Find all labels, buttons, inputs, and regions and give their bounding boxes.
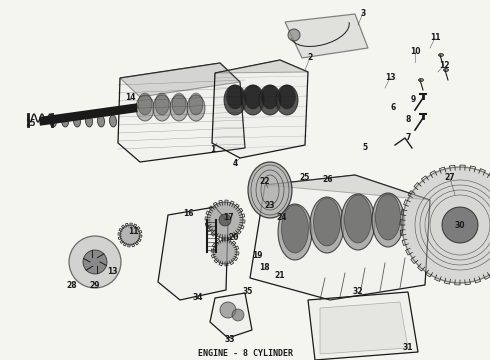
Circle shape	[207, 202, 243, 238]
Text: 24: 24	[277, 213, 287, 222]
Text: 4: 4	[232, 158, 238, 167]
Ellipse shape	[242, 85, 264, 115]
Polygon shape	[285, 14, 368, 58]
Ellipse shape	[344, 195, 371, 243]
Ellipse shape	[372, 193, 404, 247]
Circle shape	[288, 29, 300, 41]
Circle shape	[120, 225, 140, 245]
Ellipse shape	[259, 85, 281, 115]
Text: 11: 11	[128, 228, 138, 237]
Ellipse shape	[439, 54, 443, 57]
Text: 17: 17	[222, 213, 233, 222]
Text: 29: 29	[90, 282, 100, 291]
Text: 27: 27	[445, 174, 455, 183]
Text: 14: 14	[125, 94, 135, 103]
Ellipse shape	[276, 85, 298, 115]
Ellipse shape	[136, 95, 154, 121]
Text: 8: 8	[405, 116, 411, 125]
Text: 5: 5	[363, 144, 368, 153]
Text: 22: 22	[260, 177, 270, 186]
Text: 12: 12	[439, 60, 449, 69]
Ellipse shape	[314, 198, 341, 246]
Circle shape	[232, 309, 244, 321]
Ellipse shape	[85, 115, 93, 127]
Circle shape	[402, 167, 490, 283]
Text: 28: 28	[67, 280, 77, 289]
Ellipse shape	[278, 85, 295, 109]
Ellipse shape	[375, 194, 400, 240]
Text: 1: 1	[210, 145, 216, 154]
Text: 30: 30	[455, 220, 465, 230]
Text: 15: 15	[25, 120, 35, 129]
Polygon shape	[215, 60, 308, 73]
Ellipse shape	[418, 78, 423, 81]
Polygon shape	[120, 63, 240, 97]
Circle shape	[442, 207, 478, 243]
Text: ENGINE - 8 CYLINDER: ENGINE - 8 CYLINDER	[197, 348, 293, 357]
Circle shape	[220, 302, 236, 318]
Ellipse shape	[281, 205, 309, 253]
Ellipse shape	[189, 93, 203, 115]
Text: 7: 7	[405, 134, 411, 143]
Ellipse shape	[245, 85, 262, 109]
Ellipse shape	[170, 95, 188, 121]
Text: 21: 21	[275, 270, 285, 279]
Text: 11: 11	[430, 33, 440, 42]
Ellipse shape	[49, 115, 56, 127]
Text: 35: 35	[243, 287, 253, 296]
Polygon shape	[320, 302, 408, 354]
Circle shape	[219, 214, 231, 226]
Ellipse shape	[341, 194, 375, 250]
Polygon shape	[308, 292, 418, 360]
Text: 32: 32	[353, 288, 363, 297]
Circle shape	[69, 236, 121, 288]
Ellipse shape	[172, 93, 186, 115]
Ellipse shape	[443, 68, 448, 72]
Polygon shape	[118, 63, 245, 162]
Circle shape	[83, 250, 107, 274]
Text: 3: 3	[360, 9, 366, 18]
Ellipse shape	[310, 197, 344, 253]
Text: 6: 6	[391, 104, 395, 112]
Ellipse shape	[262, 85, 278, 109]
Polygon shape	[210, 293, 252, 338]
Ellipse shape	[109, 115, 117, 127]
Ellipse shape	[187, 95, 205, 121]
Text: 18: 18	[259, 264, 270, 273]
Text: 13: 13	[107, 267, 117, 276]
Ellipse shape	[153, 95, 171, 121]
Ellipse shape	[98, 115, 104, 127]
Polygon shape	[158, 207, 228, 300]
Text: 31: 31	[403, 343, 413, 352]
Text: 33: 33	[225, 336, 235, 345]
Circle shape	[213, 240, 237, 264]
Text: 2: 2	[307, 54, 313, 63]
Text: 16: 16	[183, 208, 193, 217]
Ellipse shape	[74, 115, 80, 127]
Text: 34: 34	[193, 293, 203, 302]
Text: 10: 10	[410, 48, 420, 57]
Ellipse shape	[155, 93, 169, 115]
Text: 23: 23	[265, 202, 275, 211]
Text: 25: 25	[300, 174, 310, 183]
Ellipse shape	[226, 85, 244, 109]
Polygon shape	[265, 175, 430, 200]
Ellipse shape	[224, 85, 246, 115]
Ellipse shape	[138, 93, 152, 115]
Text: 9: 9	[411, 95, 416, 104]
Text: 26: 26	[323, 175, 333, 184]
Polygon shape	[250, 175, 430, 300]
Text: 13: 13	[385, 73, 395, 82]
Text: 20: 20	[229, 234, 239, 243]
Ellipse shape	[248, 162, 292, 218]
Polygon shape	[212, 60, 308, 158]
Ellipse shape	[61, 115, 69, 127]
Text: 19: 19	[252, 251, 262, 260]
Ellipse shape	[278, 204, 312, 260]
